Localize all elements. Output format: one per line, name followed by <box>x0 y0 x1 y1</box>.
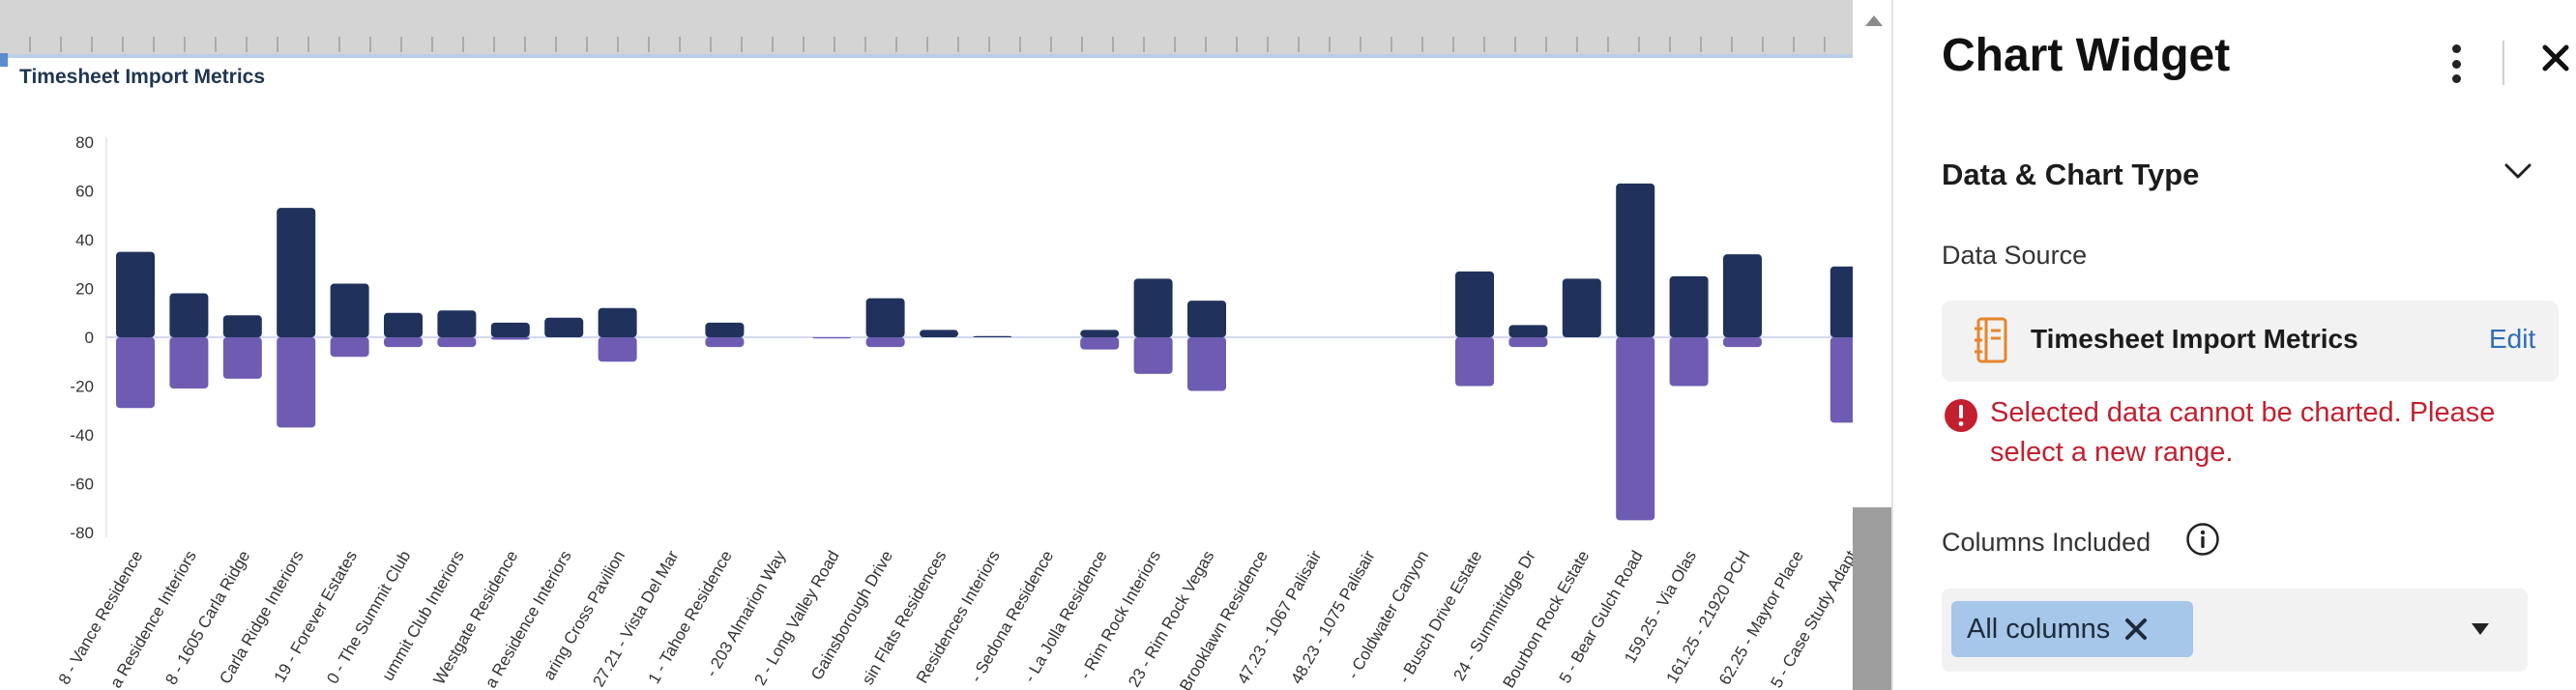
section-title-data-chart-type[interactable]: Data & Chart Type <box>1942 158 2200 191</box>
bar-series1-4 <box>330 283 369 337</box>
bar-series1-9 <box>598 307 637 337</box>
chart-widget-panel: Chart Widget Data & Chart Type Data Sour… <box>1893 0 2576 690</box>
bar-series1-0 <box>116 251 155 337</box>
columns-included-label: Columns Included <box>1942 528 2152 557</box>
bar-series1-25 <box>1455 271 1494 337</box>
bar-series1-5 <box>384 312 423 337</box>
bar-series2-4 <box>330 337 369 358</box>
bar-series1-26 <box>1508 325 1548 337</box>
bar-series2-3 <box>277 337 316 428</box>
bar-series1-11 <box>705 322 745 337</box>
bar-series2-2 <box>222 337 262 379</box>
data-source-name: Timesheet Import Metrics <box>2031 324 2358 354</box>
bar-series1-30 <box>1723 254 1762 337</box>
y-tick-label: 60 <box>75 183 94 201</box>
bar-series2-28 <box>1616 337 1655 521</box>
bar-series2-32 <box>1830 337 1853 423</box>
bar-series1-2 <box>222 315 262 337</box>
bar-series1-28 <box>1616 183 1655 337</box>
y-tick-label: -60 <box>70 475 94 494</box>
bar-series1-1 <box>169 293 209 337</box>
error-message: Selected data cannot be charted. Please … <box>1990 397 2496 468</box>
bar-series2-7 <box>490 337 530 340</box>
bar-series1-6 <box>437 310 477 337</box>
bar-series1-27 <box>1562 278 1601 337</box>
bar-series2-29 <box>1669 337 1709 387</box>
y-tick-label: 80 <box>75 133 94 152</box>
dropdown-arrow-icon[interactable] <box>2472 623 2489 635</box>
y-tick-label: 0 <box>85 329 94 347</box>
chip-remove-icon[interactable] <box>2123 617 2149 642</box>
data-source-card: Timesheet Import Metrics Edit <box>1942 301 2559 382</box>
bar-series2-5 <box>384 337 423 348</box>
bar-series2-20 <box>1187 337 1226 391</box>
panel-title: Chart Widget <box>1942 30 2231 81</box>
columns-select[interactable]: All columns <box>1942 589 2528 672</box>
y-tick-label: 40 <box>75 231 94 249</box>
selected-column-chip: All columns <box>1951 601 2193 657</box>
notebook-icon <box>1975 317 2007 363</box>
bar-series1-32 <box>1830 266 1853 337</box>
chevron-down-icon[interactable] <box>2503 160 2533 182</box>
error-icon <box>1945 399 1977 432</box>
y-tick-label: 20 <box>75 280 94 299</box>
bar-series1-16 <box>973 335 1012 337</box>
bar-series1-8 <box>544 317 584 337</box>
bar-series2-9 <box>598 337 637 362</box>
bar-series2-25 <box>1455 337 1494 387</box>
y-tick-label: -40 <box>70 426 94 445</box>
bar-series1-19 <box>1133 278 1173 337</box>
bar-series1-15 <box>920 330 958 337</box>
edit-data-source-link[interactable]: Edit <box>2489 324 2536 354</box>
bar-series2-19 <box>1133 337 1173 374</box>
sheet-column-ruler[interactable] <box>0 0 1853 58</box>
bar-series2-13 <box>812 337 852 339</box>
y-tick-label: -20 <box>70 378 94 396</box>
panel-divider <box>1891 0 1893 690</box>
bar-series2-0 <box>116 337 155 409</box>
bar-series1-18 <box>1080 330 1120 337</box>
bar-series1-7 <box>490 322 530 337</box>
bar-series2-26 <box>1508 337 1548 348</box>
scroll-up-arrow-icon[interactable] <box>1865 15 1883 26</box>
bar-series1-14 <box>865 298 905 337</box>
close-icon[interactable] <box>2540 43 2571 73</box>
bar-series2-18 <box>1080 337 1120 350</box>
chip-label: All columns <box>1967 614 2111 645</box>
bar-series2-11 <box>705 337 745 348</box>
data-source-label: Data Source <box>1942 241 2088 270</box>
bar-series2-30 <box>1723 337 1762 348</box>
bar-series1-3 <box>277 208 316 337</box>
chart-title: Timesheet Import Metrics <box>19 66 266 88</box>
bar-series1-29 <box>1669 275 1709 337</box>
chart-canvas: Timesheet Import Metrics 80 60 40 20 0 -20 -40… <box>0 0 1853 690</box>
bar-series2-14 <box>865 337 905 348</box>
y-tick-label: -80 <box>70 524 94 542</box>
scrollbar-thumb[interactable] <box>1853 507 1891 690</box>
bar-series2-1 <box>169 337 209 389</box>
more-vertical-icon[interactable] <box>2449 44 2463 83</box>
info-icon[interactable] <box>2185 522 2220 557</box>
bar-series1-20 <box>1187 301 1226 337</box>
bar-series2-6 <box>437 337 477 348</box>
header-separator <box>2503 41 2504 85</box>
selection-marker[interactable] <box>0 53 8 67</box>
